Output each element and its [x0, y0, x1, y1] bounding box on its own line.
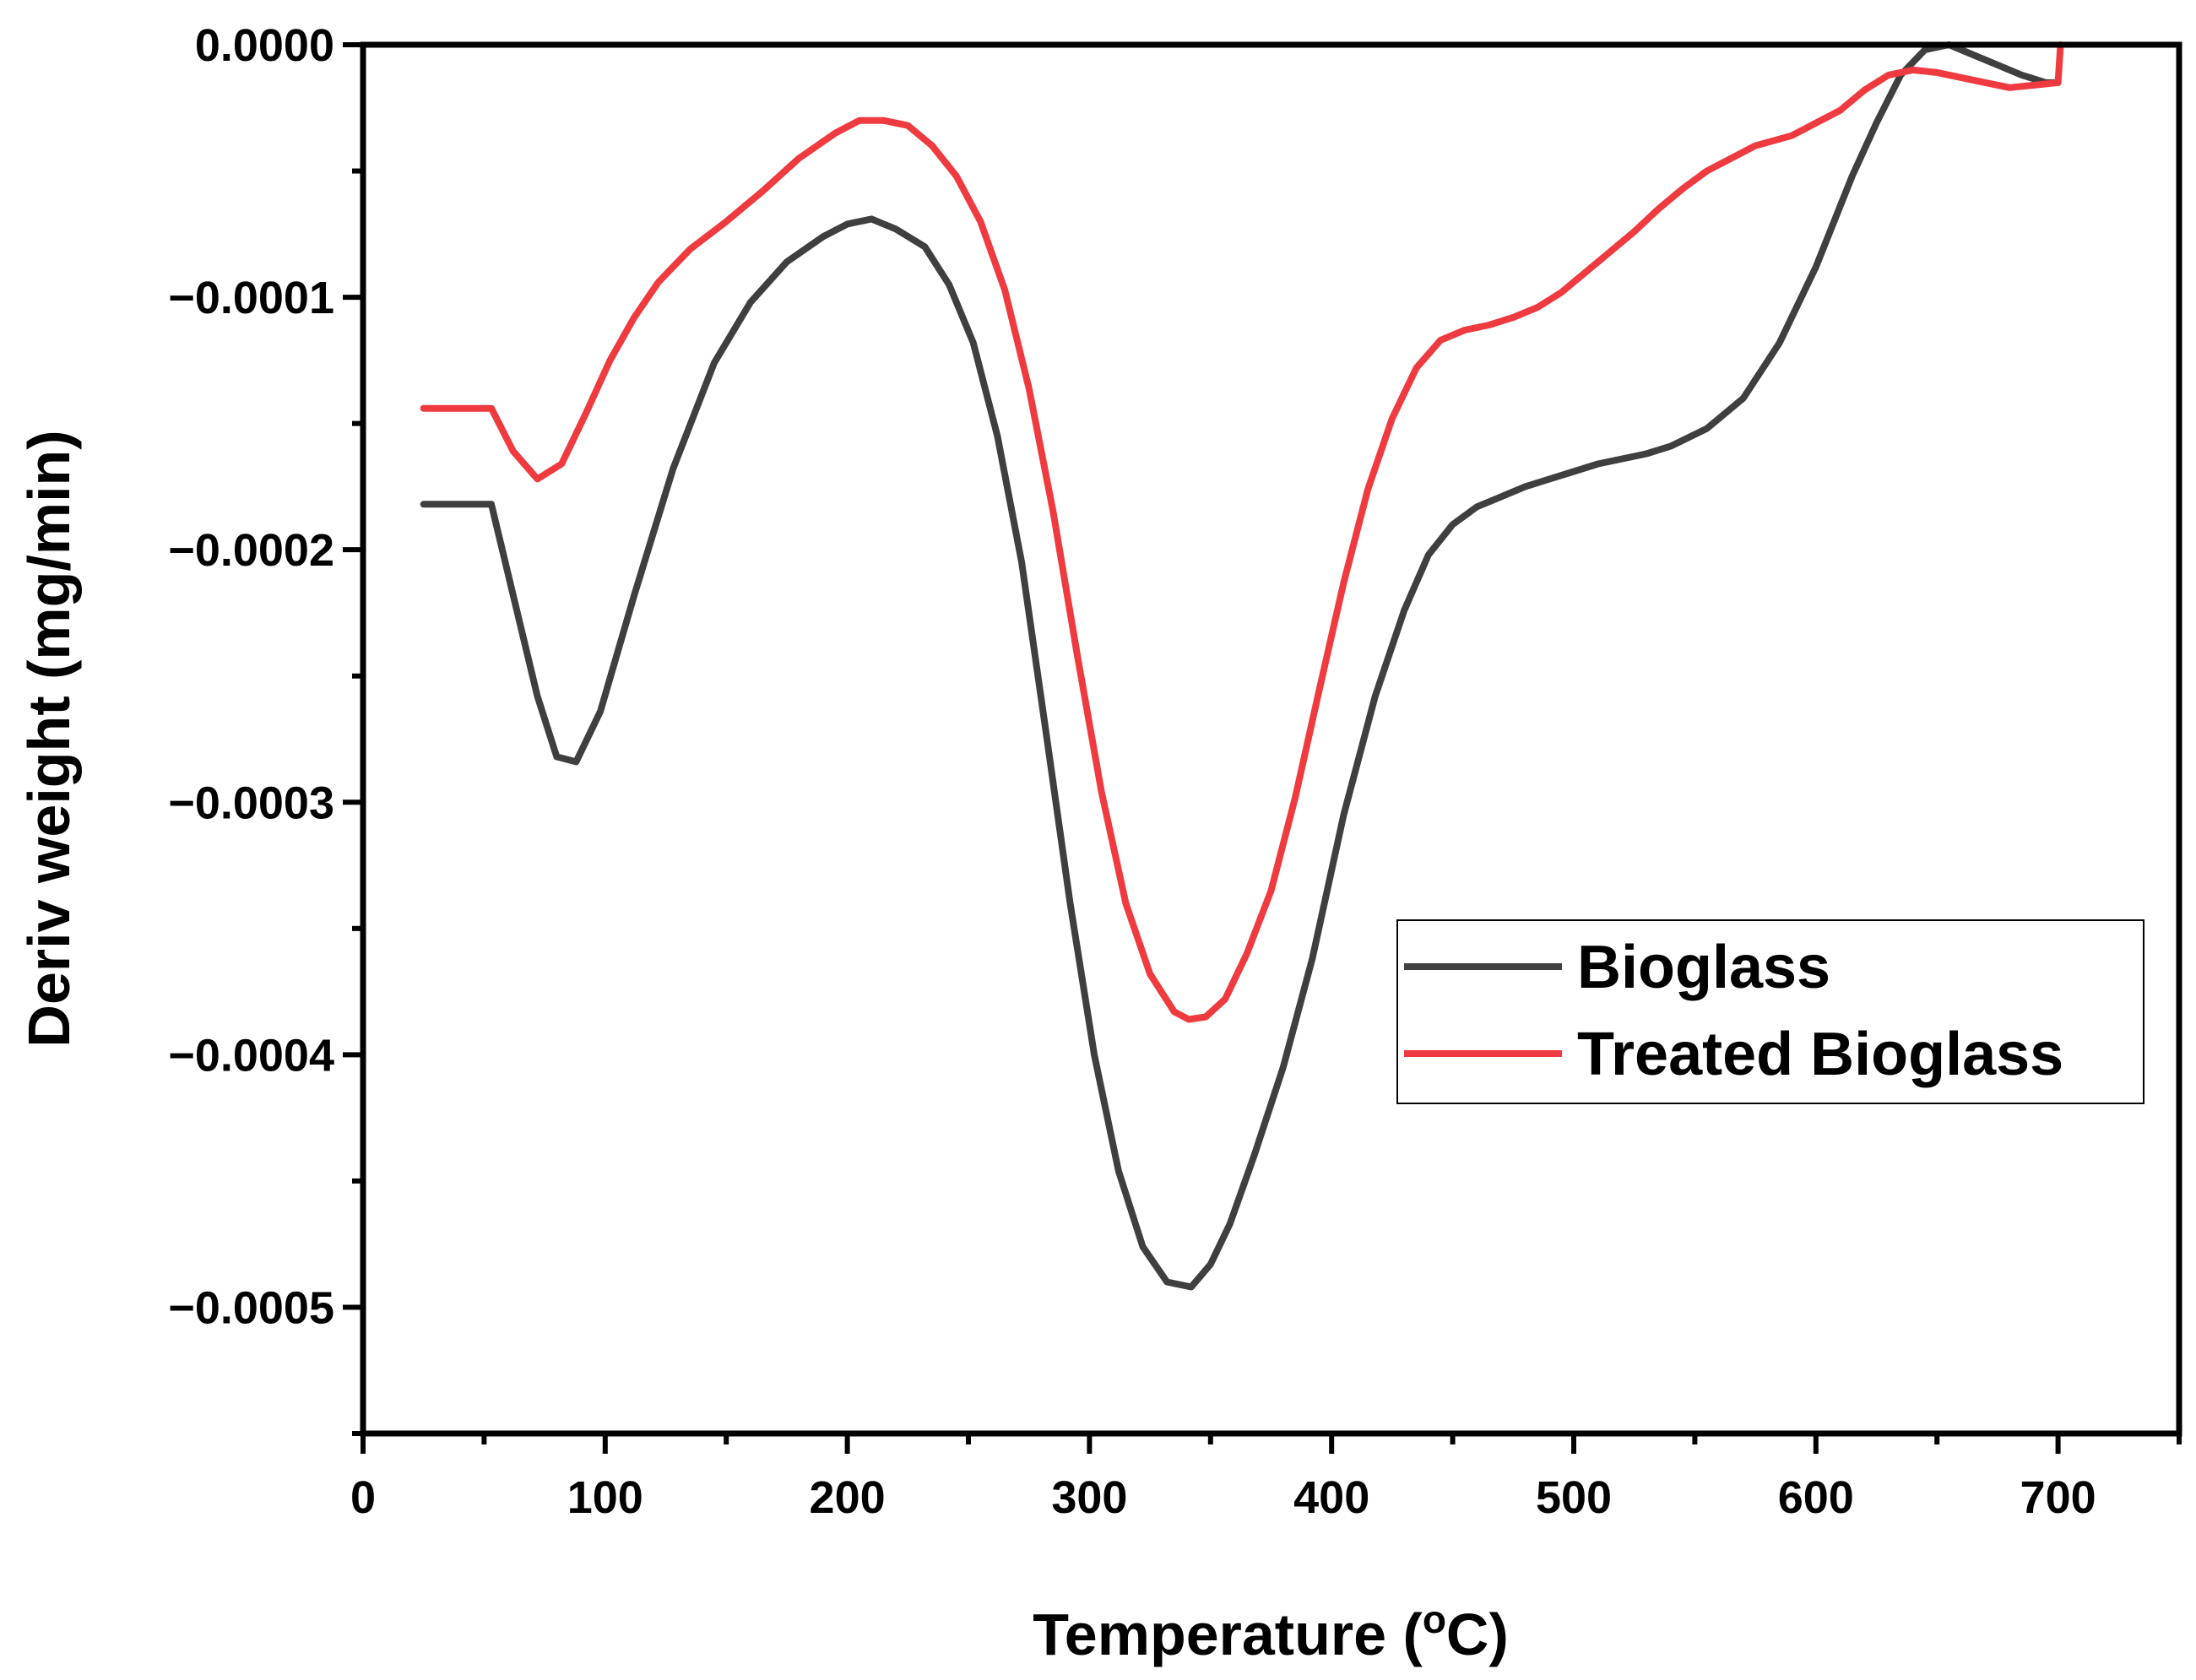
x-tick-label: 600	[1778, 1472, 1854, 1523]
y-axis-title: Deriv weight (mg/min)	[16, 430, 82, 1047]
x-axis-title-unit: C)	[1446, 1601, 1509, 1667]
legend-box	[1396, 919, 2144, 1104]
y-tick-label: −0.0004	[168, 1030, 334, 1081]
x-tick-label: 700	[2020, 1472, 2096, 1523]
y-tick-label: 0.0000	[195, 20, 334, 71]
y-tick-label: −0.0003	[168, 778, 334, 828]
y-tick-label: −0.0002	[168, 525, 334, 576]
x-tick-label: 200	[810, 1472, 886, 1523]
x-tick-label: 0	[350, 1472, 376, 1523]
legend-label-bioglass: Bioglass	[1577, 934, 1830, 1001]
x-tick-label: 100	[567, 1472, 643, 1523]
x-axis-title-main: Temperature (	[1033, 1601, 1423, 1667]
y-tick-label: −0.0001	[168, 273, 334, 323]
x-tick-label: 400	[1293, 1472, 1369, 1523]
x-axis-title-superscript: o	[1423, 1597, 1446, 1641]
series-line-bioglass	[420, 41, 2062, 1291]
plot-frame	[360, 41, 2182, 1437]
series-layer	[420, 41, 2064, 1291]
y-axis-ticks: 0.0000 −0.0001 −0.0002 −0.0003 −0.0004 −0.000…	[168, 20, 363, 1436]
x-axis-ticks: 0 100 200 300 400 500 600 700	[350, 1433, 2182, 1523]
series-line-treated-bioglass	[420, 41, 2064, 1023]
x-tick-label: 500	[1536, 1472, 1612, 1523]
y-tick-label: −0.0005	[168, 1282, 334, 1333]
x-axis-title: Temperature (oC)	[1033, 1597, 1509, 1667]
x-tick-label: 300	[1051, 1472, 1127, 1523]
legend-label-treated-bioglass: Treated Bioglass	[1577, 1021, 2063, 1088]
legend: Bioglass Treated Bioglass	[1396, 919, 2144, 1104]
